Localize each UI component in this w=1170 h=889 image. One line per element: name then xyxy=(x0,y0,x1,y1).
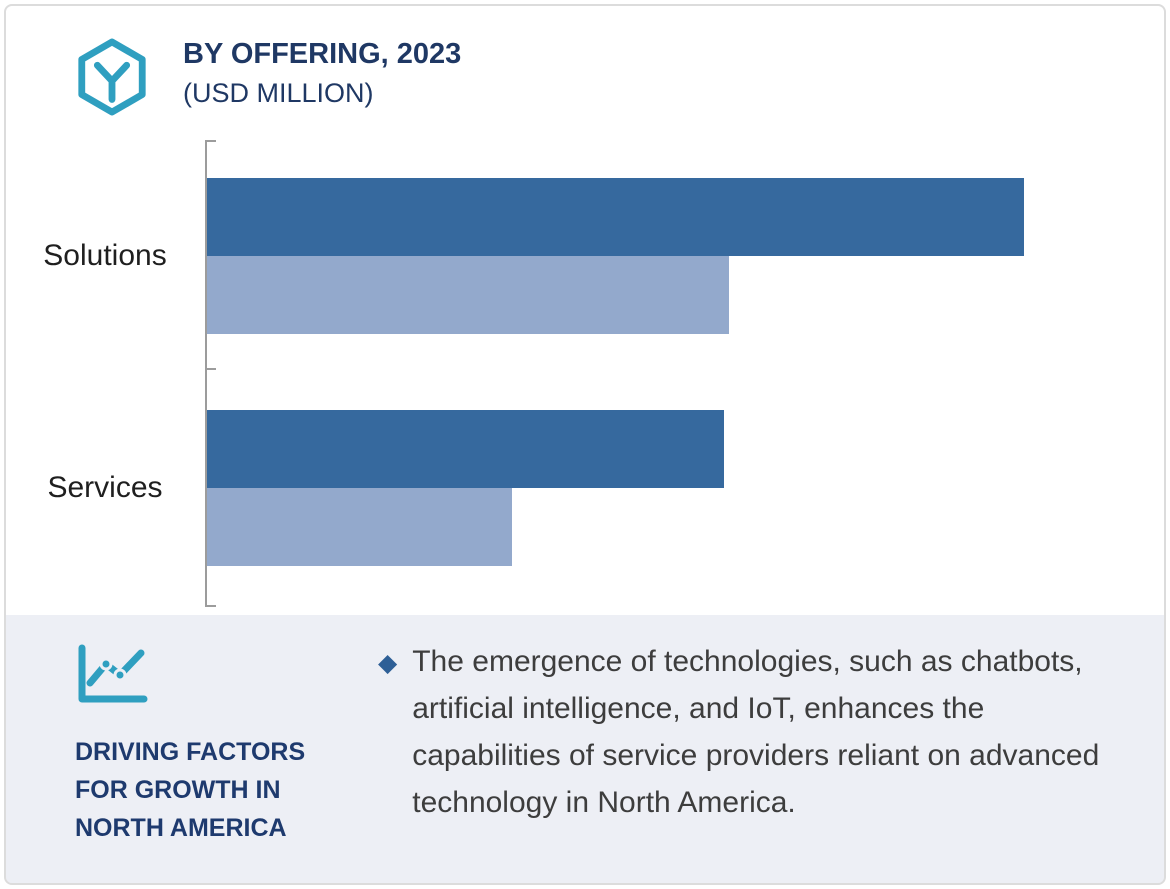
bar-chart: Solutions Services xyxy=(0,140,1141,607)
chart-subtitle: (USD MILLION) xyxy=(183,78,374,108)
bars-solutions xyxy=(207,178,1141,334)
driving-factors-panel: DRIVING FACTORS FOR GROWTH IN NORTH AMER… xyxy=(6,615,1164,883)
hexagon-network-icon xyxy=(73,36,151,118)
driving-factors-heading: DRIVING FACTORS FOR GROWTH IN NORTH AMER… xyxy=(75,738,306,842)
diamond-bullet-icon: ◆ xyxy=(378,649,398,677)
line-chart-icon xyxy=(75,640,151,706)
chart-header: BY OFFERING, 2023 (USD MILLION) xyxy=(73,36,461,118)
bullet-item: ◆ The emergence of technologies, such as… xyxy=(378,638,1126,826)
bar-solutions-light-blue xyxy=(207,256,730,334)
bullet-text: The emergence of technologies, such as c… xyxy=(412,645,1100,819)
category-label: Services xyxy=(47,471,163,504)
bar-services-light-blue xyxy=(207,488,513,566)
bar-services-dark-blue xyxy=(207,410,724,488)
category-label: Solutions xyxy=(43,239,167,272)
bar-solutions-dark-blue xyxy=(207,178,1025,256)
axis-tick xyxy=(207,368,216,370)
chart-titles: BY OFFERING, 2023 (USD MILLION) xyxy=(183,36,461,109)
chart-title: BY OFFERING, 2023 xyxy=(183,38,462,70)
y-axis-line xyxy=(205,140,216,607)
bar-group-solutions: Solutions xyxy=(0,178,1141,334)
axis-tick xyxy=(207,605,216,607)
axis-tick xyxy=(207,140,216,142)
bars-services xyxy=(207,410,1141,566)
bar-group-services: Services xyxy=(0,410,1141,566)
